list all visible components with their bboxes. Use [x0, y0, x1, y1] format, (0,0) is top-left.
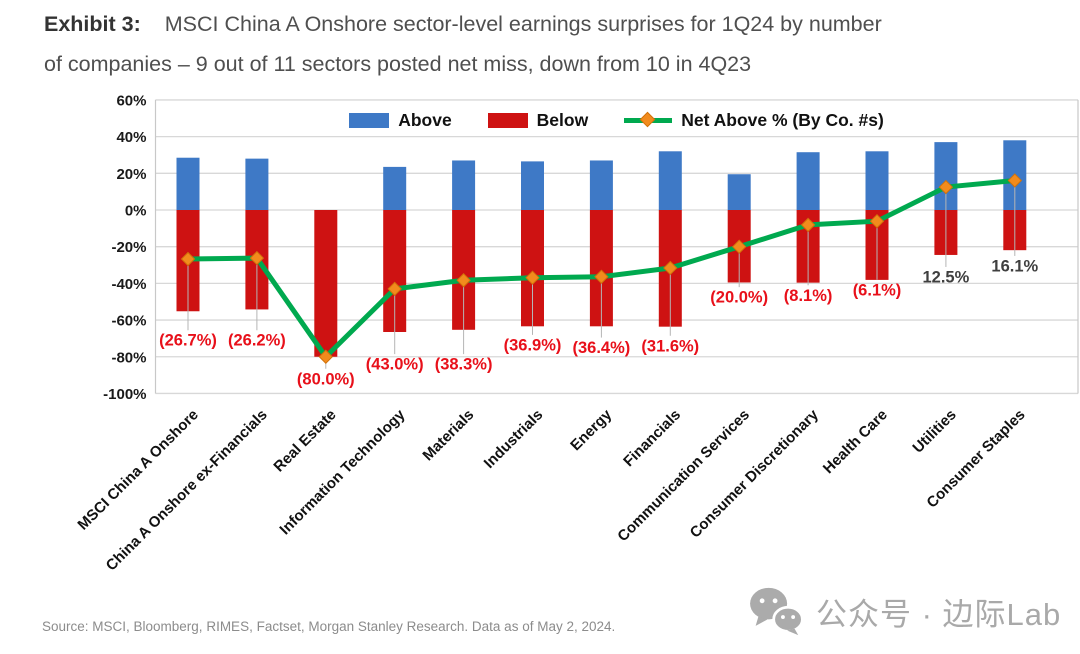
x-axis-label: Health Care — [820, 406, 891, 477]
net-data-label: 12.5% — [923, 268, 970, 286]
watermark: 公众号 · 边际Lab — [748, 586, 1061, 636]
bar-below — [314, 210, 338, 357]
bar-below — [452, 210, 476, 330]
bar-above — [796, 152, 820, 210]
y-tick-label: -100% — [103, 386, 146, 403]
y-tick-label: -20% — [111, 239, 146, 256]
exhibit-title: Exhibit 3: MSCI China A Onshore sector-le… — [44, 4, 1054, 84]
x-axis-label: MSCI China A Onshore — [74, 406, 201, 533]
wechat-icon — [750, 587, 804, 636]
legend-item-net: Net Above % (By Co. #s) — [624, 110, 884, 131]
legend-item-above: Above — [349, 109, 452, 131]
net-data-label: (26.2%) — [228, 332, 286, 350]
bar-above — [452, 160, 476, 210]
x-axis-label: Financials — [620, 406, 684, 470]
net-marker-diamond — [663, 260, 678, 276]
y-tick-label: 20% — [116, 166, 146, 183]
bar-above — [245, 158, 269, 210]
x-axis-label: Energy — [567, 406, 615, 454]
net-data-label: (80.0%) — [297, 370, 355, 388]
bar-above — [589, 160, 613, 210]
x-axis-label: Materials — [419, 406, 477, 464]
legend-label-below: Below — [536, 109, 589, 130]
net-marker-diamond — [731, 239, 747, 254]
bar-below — [383, 210, 407, 332]
net-data-label: (38.3%) — [435, 356, 493, 374]
x-axis-label: Utilities — [909, 406, 959, 456]
net-data-label: (8.1%) — [784, 287, 833, 305]
net-data-label: (36.9%) — [504, 336, 562, 354]
net-marker-diamond — [456, 273, 471, 288]
legend-label-above: Above — [398, 109, 452, 130]
bar-above — [865, 151, 889, 210]
exhibit-label: Exhibit 3: — [44, 12, 141, 36]
x-axis-label: Industrials — [481, 406, 547, 472]
y-tick-label: -40% — [111, 276, 146, 293]
net-marker-diamond — [869, 213, 885, 229]
chart-legend: Above Below Net Above % (By Co. #s) — [155, 103, 1078, 137]
below-swatch-icon — [487, 112, 528, 128]
diamond-marker-icon — [639, 111, 656, 128]
bar-above — [521, 161, 544, 210]
bar-below — [521, 210, 544, 327]
x-axis-label: Information Technology — [276, 406, 408, 538]
legend-label-net: Net Above % (By Co. #s) — [681, 109, 884, 130]
y-tick-label: 0% — [125, 203, 147, 220]
exhibit-title-line1: Exhibit 3: MSCI China A Onshore sector-le… — [44, 4, 1054, 44]
bar-above — [383, 166, 407, 210]
net-data-label: (26.7%) — [159, 332, 217, 350]
net-marker-diamond — [249, 250, 265, 266]
x-axis-label: Real Estate — [270, 406, 339, 475]
y-tick-label: 60% — [116, 92, 146, 109]
title-text-line1: MSCI China A Onshore sector-level earnin… — [164, 12, 882, 36]
y-tick-label: -60% — [111, 313, 146, 330]
net-marker-diamond — [180, 251, 196, 267]
y-tick-label: 40% — [116, 129, 146, 146]
net-data-label: (36.4%) — [573, 339, 631, 357]
net-data-label: (31.6%) — [641, 337, 699, 355]
x-axis-label: Consumer Discretionary — [687, 406, 823, 542]
x-axis-label: Communication Services — [614, 406, 753, 545]
net-marker-diamond — [594, 269, 609, 284]
bar-below — [589, 210, 613, 327]
net-marker-diamond — [525, 270, 540, 285]
title-text-line2: of companies – 9 out of 11 sectors poste… — [44, 52, 752, 76]
net-data-label: 16.1% — [991, 257, 1038, 275]
bar-above — [934, 142, 958, 210]
source-note: Source: MSCI, Bloomberg, RIMES, Factset,… — [42, 619, 616, 634]
net-marker-diamond — [387, 281, 402, 297]
above-swatch-icon — [349, 112, 390, 128]
bar-above — [658, 151, 682, 210]
net-data-label: (20.0%) — [710, 289, 768, 307]
net-marker-diamond — [1007, 173, 1023, 188]
net-marker-diamond — [938, 179, 954, 195]
y-tick-label: -80% — [111, 349, 146, 366]
legend-item-below: Below — [487, 109, 589, 131]
watermark-text: 公众号 · 边际Lab — [816, 596, 1062, 632]
net-data-label: (6.1%) — [853, 281, 902, 299]
bar-above — [727, 174, 751, 210]
net-marker-diamond — [800, 217, 816, 233]
net-data-label: (43.0%) — [366, 356, 424, 374]
net-marker-diamond — [318, 349, 334, 364]
net-line-swatch-icon — [624, 111, 673, 128]
bar-above — [176, 157, 200, 210]
